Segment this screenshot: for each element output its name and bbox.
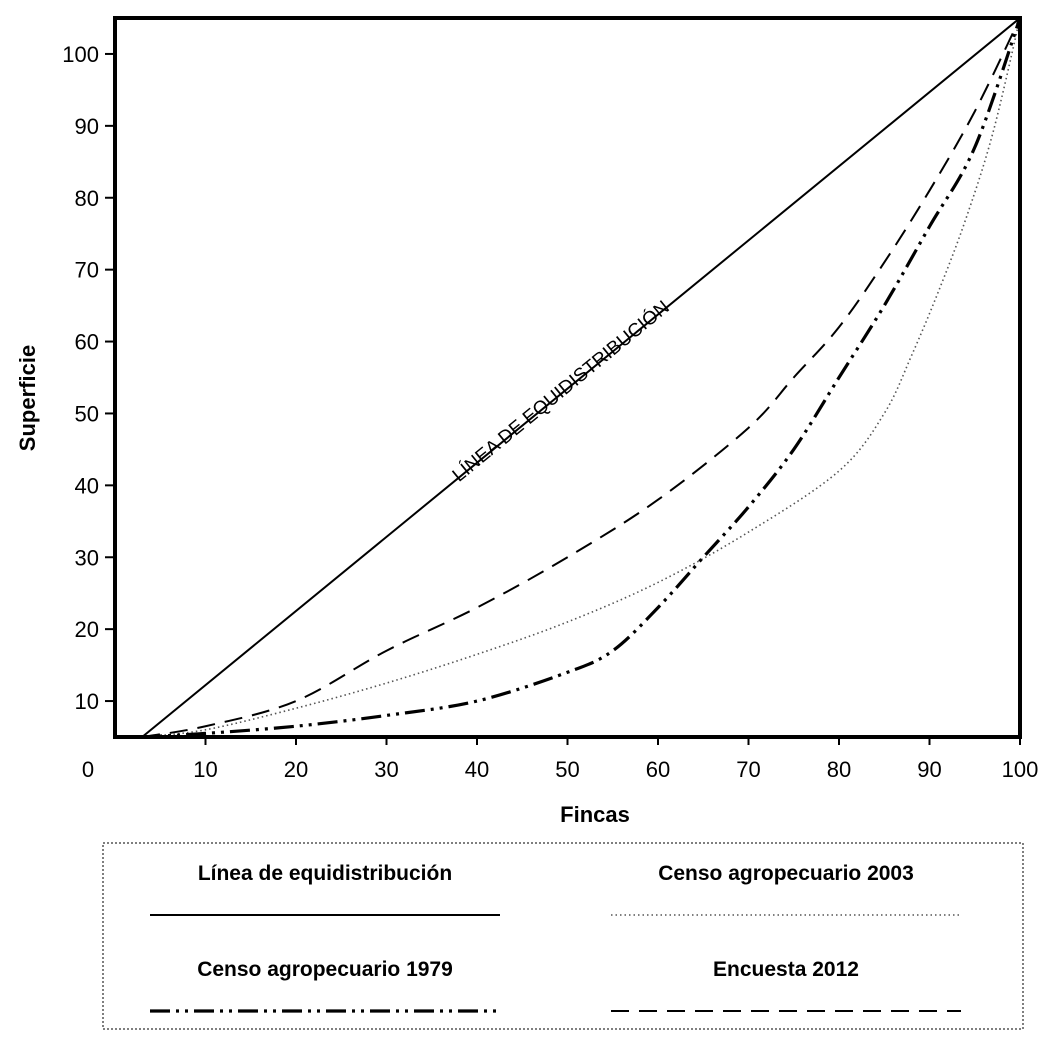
y-tick-label: 10 <box>75 689 99 714</box>
y-tick-label: 40 <box>75 473 99 498</box>
y-tick-label: 20 <box>75 617 99 642</box>
x-tick-label: 100 <box>1002 757 1039 782</box>
x-tick-label: 40 <box>465 757 489 782</box>
legend-label-2: Censo agropecuario 1979 <box>197 958 453 981</box>
x-axis-title: Fincas <box>560 802 630 827</box>
x-tick-label: 80 <box>827 757 851 782</box>
x-tick-label: 90 <box>917 757 941 782</box>
equidistribution-annotation: LÍNEA DE EQUIDISTRIBUCIÓN <box>448 296 673 486</box>
series-line-1 <box>142 17 1021 738</box>
y-tick-label: 60 <box>75 330 99 355</box>
series-line-0 <box>141 17 1021 738</box>
y-axis-title: Superficie <box>15 345 40 451</box>
y-tick-label: 100 <box>62 42 99 67</box>
y-tick-label: 50 <box>75 401 99 426</box>
y-tick-label: 80 <box>75 186 99 211</box>
legend-label-1: Censo agropecuario 2003 <box>658 862 914 885</box>
x-tick-label: 20 <box>284 757 308 782</box>
x-tick-label: 10 <box>193 757 217 782</box>
y-tick-label: 30 <box>75 545 99 570</box>
legend-label-0: Línea de equidistribución <box>198 862 452 885</box>
x-tick-label: 50 <box>555 757 579 782</box>
y-tick-label: 70 <box>75 258 99 283</box>
x-tick-label: 60 <box>646 757 670 782</box>
x-tick-label: 0 <box>82 757 94 782</box>
series-line-3 <box>141 17 1021 738</box>
legend-box <box>102 842 1024 1030</box>
x-tick-label: 30 <box>374 757 398 782</box>
x-tick-label: 70 <box>736 757 760 782</box>
y-tick-label: 90 <box>75 114 99 139</box>
legend-label-3: Encuesta 2012 <box>713 958 859 981</box>
legend: Línea de equidistribución Censo agropecua… <box>102 842 1024 1030</box>
